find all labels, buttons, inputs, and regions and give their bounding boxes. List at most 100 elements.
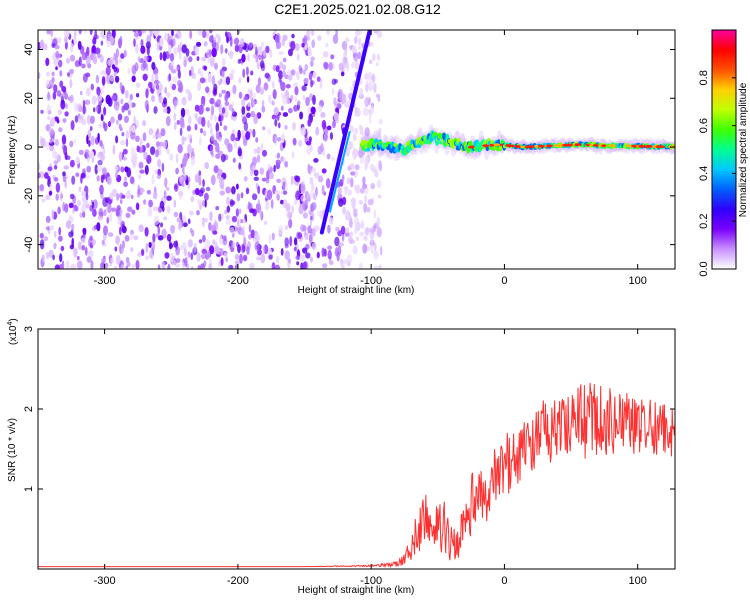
noise-blob: [108, 212, 113, 222]
noise-blob: [231, 186, 236, 195]
noise-blob: [242, 218, 246, 224]
noise-blob: [144, 227, 149, 237]
noise-blob: [220, 257, 224, 267]
noise-blob: [255, 137, 259, 143]
noise-blob: [166, 106, 171, 114]
noise-blob: [111, 64, 116, 70]
noise-blob: [319, 78, 323, 90]
spectrogram-x-tick-label: -100: [360, 275, 382, 287]
noise-blob: [75, 156, 81, 165]
colorbar-ticks: 0.0 0.2 0.4 0.6 0.8: [698, 70, 736, 277]
noise-blob: [54, 138, 59, 147]
noise-blob: [68, 202, 74, 209]
noise-blob: [97, 53, 101, 59]
noise-blob: [251, 193, 258, 201]
noise-blob: [325, 178, 331, 189]
noise-blob: [298, 139, 303, 147]
track-peak: [546, 144, 553, 148]
noise-blob: [300, 224, 305, 232]
snr-frame: [37, 328, 676, 570]
noise-blob: [100, 30, 104, 36]
noise-blob: [213, 37, 217, 43]
noise-blob: [38, 72, 41, 79]
noise-blob: [294, 175, 301, 183]
noise-blob: [89, 30, 93, 36]
noise-blob: [304, 199, 308, 205]
noise-blob: [167, 263, 171, 269]
noise-blob: [200, 99, 206, 108]
noise-blob: [350, 239, 356, 245]
noise-blob: [353, 184, 358, 191]
noise-blob: [164, 252, 170, 259]
noise-blob: [305, 96, 310, 107]
noise-blob: [124, 90, 129, 99]
noise-blob: [173, 112, 177, 121]
noise-blob: [45, 71, 51, 77]
noise-blob: [284, 161, 288, 168]
noise-blob: [274, 118, 278, 127]
noise-blob: [130, 229, 134, 235]
noise-blob: [265, 200, 270, 211]
noise-blob: [311, 167, 316, 173]
noise-blob: [240, 38, 245, 48]
noise-blob: [265, 176, 270, 184]
noise-blob: [302, 261, 307, 269]
noise-blob: [352, 133, 357, 142]
noise-blob: [210, 174, 216, 186]
noise-blob: [96, 86, 101, 96]
noise-blob: [293, 82, 299, 88]
noise-blob: [181, 163, 185, 174]
spectrogram-y-label: Frequency (Hz): [7, 116, 18, 185]
noise-blob: [223, 252, 228, 259]
noise-blob: [359, 87, 364, 98]
noise-blob: [225, 76, 231, 85]
noise-blob: [356, 30, 360, 34]
noise-blob: [77, 199, 81, 207]
noise-blob: [197, 68, 202, 75]
noise-blob: [162, 108, 168, 113]
noise-blob: [143, 151, 148, 160]
noise-blob: [115, 208, 120, 217]
noise-blob: [362, 176, 366, 185]
noise-blob: [313, 158, 319, 163]
noise-blob: [250, 70, 254, 76]
noise-blob: [303, 212, 308, 219]
noise-blob: [231, 215, 238, 223]
noise-blob: [307, 163, 311, 174]
noise-blob: [132, 30, 137, 33]
noise-blob: [177, 69, 181, 79]
noise-blob: [262, 149, 267, 157]
noise-blob: [340, 260, 344, 268]
noise-blob: [109, 73, 115, 82]
noise-blob: [333, 112, 339, 122]
noise-blob: [179, 192, 182, 200]
noise-blob: [101, 257, 106, 264]
noise-blob: [190, 252, 194, 261]
noise-blob: [328, 260, 334, 266]
noise-blob: [159, 52, 163, 61]
noise-blob: [358, 37, 362, 47]
noise-blob: [119, 35, 123, 46]
noise-blob: [145, 255, 149, 260]
noise-blob: [104, 262, 109, 269]
noise-blob: [41, 198, 46, 203]
noise-blob: [205, 186, 211, 192]
noise-blob: [326, 153, 331, 160]
noise-blob: [131, 209, 136, 215]
noise-blob: [136, 93, 140, 98]
noise-blob: [338, 62, 344, 71]
noise-blob: [248, 42, 253, 48]
noise-blob: [221, 89, 226, 94]
noise-blob: [72, 207, 75, 214]
noise-blob: [123, 115, 129, 124]
noise-blob: [260, 253, 266, 264]
noise-blob: [58, 59, 63, 68]
noise-blob: [191, 229, 195, 237]
noise-blob: [349, 86, 354, 92]
noise-blob: [210, 105, 215, 116]
spectrogram-x-tick-label: -300: [94, 275, 116, 287]
noise-blob: [239, 253, 243, 264]
noise-blob: [229, 226, 235, 234]
noise-blob: [136, 145, 140, 153]
